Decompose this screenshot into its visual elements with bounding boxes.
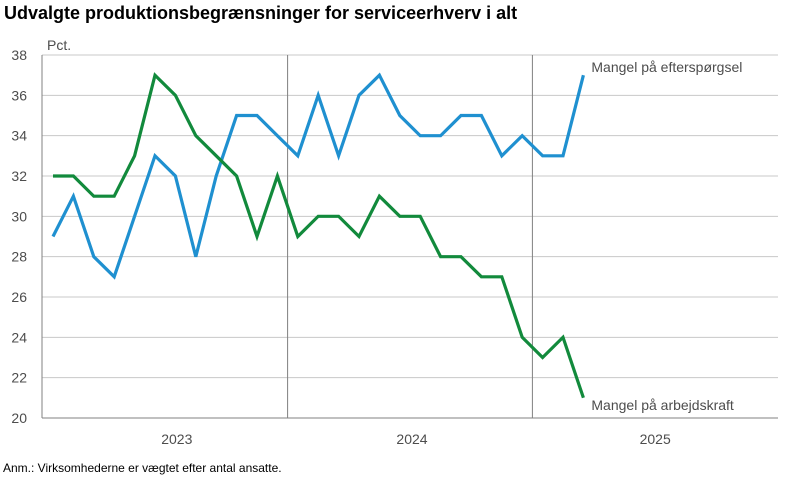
series-line-1 [53,72,585,399]
chart-title: Udvalgte produktionsbegrænsninger for se… [4,3,518,23]
y-axis-label: Pct. [47,37,71,53]
data-point [378,195,381,198]
data-point [92,195,95,198]
data-point [276,134,279,137]
data-point [562,336,565,339]
data-point [439,134,442,137]
data-point [317,94,320,97]
data-point [296,154,299,157]
data-point [337,154,340,157]
y-tick-label: 32 [11,168,27,184]
series-label: Mangel på efterspørgsel [591,59,742,75]
data-point [113,275,116,278]
data-point [235,175,238,178]
data-point [562,154,565,157]
data-point [521,134,524,137]
data-point [460,114,463,117]
data-point [296,235,299,238]
data-point [337,215,340,218]
data-point [235,114,238,117]
data-point [133,154,136,157]
data-point [92,255,95,258]
data-point [419,134,422,137]
data-point [215,154,218,157]
data-point [276,175,279,178]
data-point [154,74,157,77]
data-point [317,215,320,218]
data-point [133,215,136,218]
y-tick-label: 22 [11,370,27,386]
data-point [358,235,361,238]
data-point [256,114,259,117]
data-point [419,215,422,218]
data-point [194,134,197,137]
data-point [174,175,177,178]
data-point [72,175,75,178]
y-tick-label: 26 [11,289,27,305]
data-point [460,255,463,258]
data-point [72,195,75,198]
data-point [358,94,361,97]
series-label: Mangel på arbejdskraft [591,397,734,413]
data-point [398,114,401,117]
data-point [541,356,544,359]
data-point [215,175,218,178]
data-point [480,275,483,278]
data-point [113,195,116,198]
data-point [256,235,259,238]
x-tick-label: 2023 [161,431,192,447]
data-point [582,396,585,399]
footnote: Anm.: Virksomhederne er vægtet efter ant… [3,461,282,475]
data-point [500,154,503,157]
data-point [378,74,381,77]
data-point [174,94,177,97]
data-point [439,255,442,258]
x-tick-label: 2025 [640,431,671,447]
y-tick-label: 38 [11,47,27,63]
x-tick-label: 2024 [396,431,427,447]
data-point [194,255,197,258]
data-point [582,74,585,77]
data-point [52,175,55,178]
data-point [154,154,157,157]
y-tick-label: 20 [11,410,27,426]
y-tick-label: 30 [11,208,27,224]
y-tick-label: 24 [11,329,27,345]
data-point [500,275,503,278]
data-point [52,235,55,238]
series-line-0 [51,72,585,280]
y-tick-label: 36 [11,87,27,103]
data-point [480,114,483,117]
y-tick-label: 34 [11,128,27,144]
data-point [541,154,544,157]
data-point [398,215,401,218]
y-tick-label: 28 [11,249,27,265]
data-point [521,336,524,339]
